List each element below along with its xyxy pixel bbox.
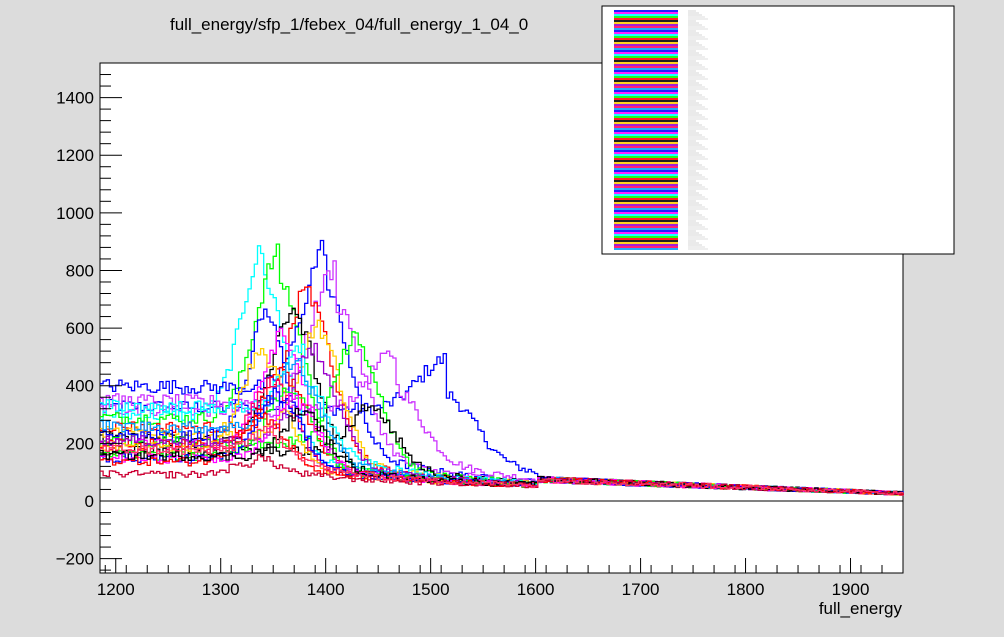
histogram-series-24 bbox=[100, 454, 904, 495]
chart-title: full_energy/sfp_1/febex_04/full_energy_1… bbox=[170, 15, 528, 34]
x-tick-label: 1300 bbox=[202, 580, 240, 599]
y-tick-label: 1400 bbox=[56, 89, 94, 108]
x-tick-label: 1900 bbox=[832, 580, 870, 599]
axis-layer: −200 0 200 400 600 800 1000 1200 1400 1200 1300 140… bbox=[56, 74, 904, 599]
y-tick-label: 400 bbox=[66, 377, 94, 396]
series-layer bbox=[100, 239, 904, 496]
y-tick-label: 200 bbox=[66, 434, 94, 453]
x-axis-title: full_energy bbox=[819, 599, 903, 618]
y-tick-label: 1200 bbox=[56, 146, 94, 165]
y-tick-label: 800 bbox=[66, 261, 94, 280]
legend-inner bbox=[606, 10, 950, 250]
x-tick-label: 1500 bbox=[412, 580, 450, 599]
y-tick-label: −200 bbox=[56, 550, 94, 569]
x-tick-label: 1800 bbox=[727, 580, 765, 599]
x-tick-label: 1400 bbox=[307, 580, 345, 599]
x-tick-label: 1700 bbox=[622, 580, 660, 599]
x-tick-label: 1200 bbox=[97, 580, 135, 599]
legend-box[interactable] bbox=[601, 5, 955, 255]
y-tick-label: 600 bbox=[66, 319, 94, 338]
y-tick-label: 0 bbox=[85, 492, 94, 511]
x-tick-label: 1600 bbox=[517, 580, 555, 599]
histogram-series-25 bbox=[100, 425, 904, 496]
y-tick-label: 1000 bbox=[56, 204, 94, 223]
legend-entries bbox=[614, 10, 708, 250]
